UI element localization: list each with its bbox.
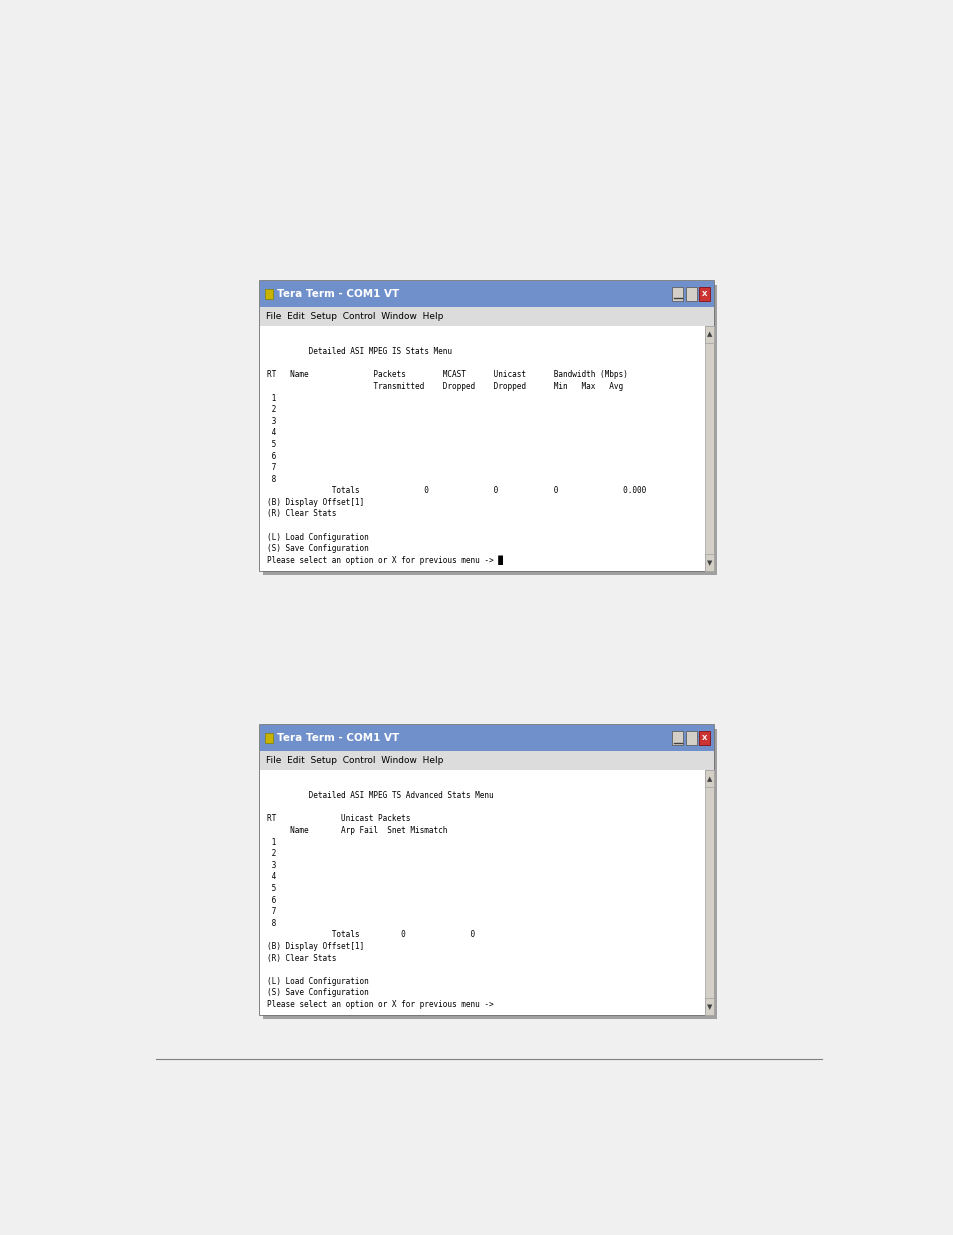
FancyBboxPatch shape [685,287,696,301]
FancyBboxPatch shape [259,725,714,1015]
Text: Detailed ASI MPEG IS Stats Menu: Detailed ASI MPEG IS Stats Menu [267,347,452,356]
Text: Please select an option or X for previous menu -> █: Please select an option or X for previou… [267,556,502,566]
FancyBboxPatch shape [672,731,682,746]
Text: 2: 2 [267,850,276,858]
Text: ▲: ▲ [706,776,712,782]
FancyBboxPatch shape [704,771,714,787]
Text: 3: 3 [267,416,276,426]
FancyBboxPatch shape [259,751,714,771]
Text: Tera Term - COM1 VT: Tera Term - COM1 VT [277,289,399,299]
Text: (R) Clear Stats: (R) Clear Stats [267,510,336,519]
FancyBboxPatch shape [262,729,717,1019]
Text: (L) Load Configuration: (L) Load Configuration [267,532,369,542]
Text: (S) Save Configuration: (S) Save Configuration [267,988,369,998]
Text: 8: 8 [267,474,276,484]
Text: ▼: ▼ [706,1004,712,1010]
Text: 1: 1 [267,394,276,403]
Text: 7: 7 [267,463,276,472]
FancyBboxPatch shape [259,308,714,326]
Text: 4: 4 [267,872,276,882]
Text: File  Edit  Setup  Control  Window  Help: File Edit Setup Control Window Help [265,756,442,766]
Text: ▼: ▼ [706,559,712,566]
Text: 1: 1 [267,837,276,847]
Text: 6: 6 [267,895,276,904]
Text: File  Edit  Setup  Control  Window  Help: File Edit Setup Control Window Help [265,312,442,321]
Text: 5: 5 [267,884,276,893]
Text: Totals         0              0: Totals 0 0 [267,930,475,940]
FancyBboxPatch shape [704,771,714,1015]
FancyBboxPatch shape [265,289,273,299]
Text: X: X [701,735,706,741]
Text: (B) Display Offset[1]: (B) Display Offset[1] [267,498,364,506]
FancyBboxPatch shape [265,734,273,743]
Text: Name       Arp Fail  Snet Mismatch: Name Arp Fail Snet Mismatch [267,826,447,835]
FancyBboxPatch shape [704,555,714,572]
Text: (B) Display Offset[1]: (B) Display Offset[1] [267,942,364,951]
Text: Totals              0              0            0              0.000: Totals 0 0 0 0.000 [267,487,646,495]
FancyBboxPatch shape [704,998,714,1015]
Text: 7: 7 [267,908,276,916]
Text: Detailed ASI MPEG TS Advanced Stats Menu: Detailed ASI MPEG TS Advanced Stats Menu [267,792,494,800]
Text: 8: 8 [267,919,276,927]
Text: Please select an option or X for previous menu ->: Please select an option or X for previou… [267,1000,494,1009]
FancyBboxPatch shape [704,326,714,572]
FancyBboxPatch shape [259,282,714,308]
FancyBboxPatch shape [259,771,714,1015]
Text: 2: 2 [267,405,276,414]
Text: 3: 3 [267,861,276,869]
FancyBboxPatch shape [259,326,714,572]
Text: ▲: ▲ [706,331,712,337]
Text: 6: 6 [267,452,276,461]
FancyBboxPatch shape [259,725,714,751]
FancyBboxPatch shape [262,285,717,576]
Text: 4: 4 [267,429,276,437]
Text: RT   Name              Packets        MCAST      Unicast      Bandwidth (Mbps): RT Name Packets MCAST Unicast Bandwidth … [267,370,627,379]
Text: (L) Load Configuration: (L) Load Configuration [267,977,369,986]
Text: 5: 5 [267,440,276,448]
FancyBboxPatch shape [259,282,714,572]
FancyBboxPatch shape [699,731,709,746]
FancyBboxPatch shape [704,326,714,343]
FancyBboxPatch shape [672,287,682,301]
Text: Tera Term - COM1 VT: Tera Term - COM1 VT [277,734,399,743]
Text: (R) Clear Stats: (R) Clear Stats [267,953,336,962]
FancyBboxPatch shape [685,731,696,746]
Text: (S) Save Configuration: (S) Save Configuration [267,545,369,553]
FancyBboxPatch shape [699,287,709,301]
Text: Transmitted    Dropped    Dropped      Min   Max   Avg: Transmitted Dropped Dropped Min Max Avg [267,382,622,391]
Text: RT              Unicast Packets: RT Unicast Packets [267,814,410,824]
Text: X: X [701,291,706,298]
